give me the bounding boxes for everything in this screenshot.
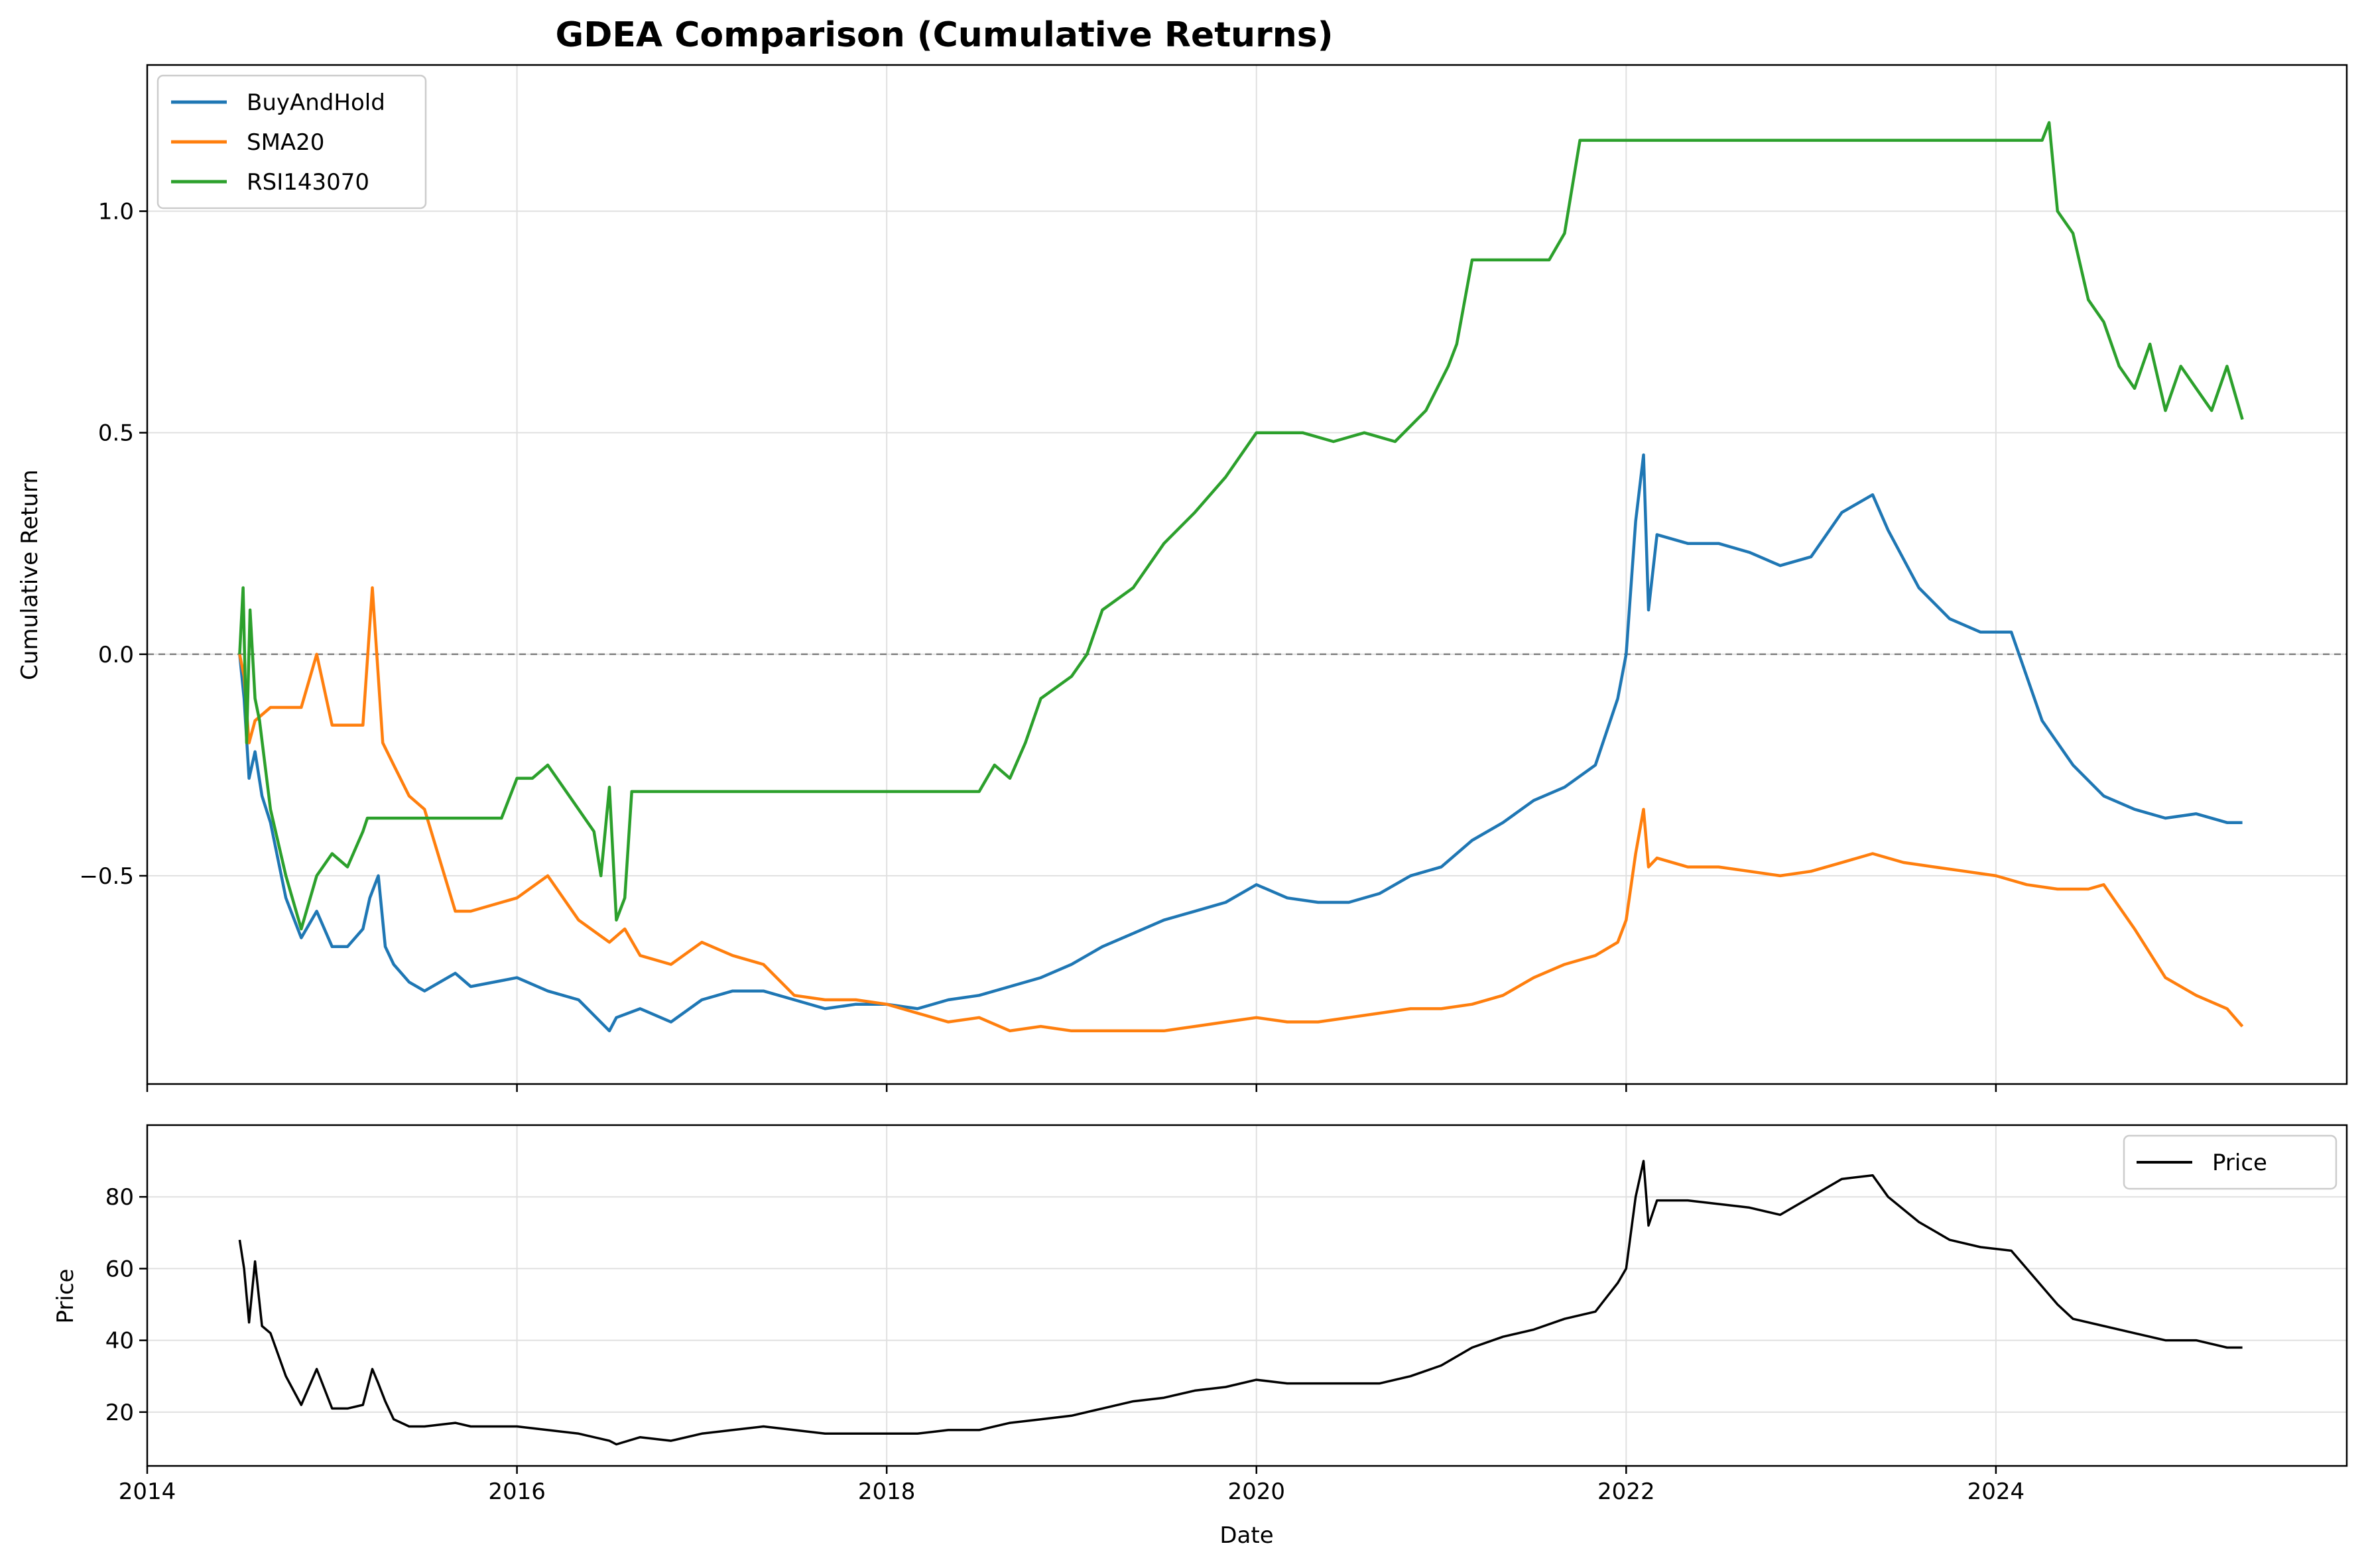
legend-label-rsi143070: RSI143070 bbox=[247, 169, 369, 196]
legend-label-sma20: SMA20 bbox=[247, 129, 324, 156]
series-line-sma20 bbox=[238, 586, 2244, 1033]
price-y-ticks: 20 40 60 80 bbox=[105, 1184, 147, 1426]
y-tick-label: 0.5 bbox=[98, 420, 134, 447]
figure-title: GDEA Comparison (Cumulative Returns) bbox=[556, 15, 1334, 55]
series-line-rsi143070 bbox=[238, 121, 2244, 931]
x-tick-label: 2016 bbox=[488, 1478, 546, 1505]
x-tick-label: 2020 bbox=[1227, 1478, 1285, 1505]
legend-box bbox=[156, 74, 427, 210]
x-axis-label: Date bbox=[1219, 1522, 1273, 1549]
returns-panel: −0.5 0.0 0.5 1.0 Cumulative Return BuyAndHo… bbox=[17, 64, 2348, 1092]
y-tick-label: −0.5 bbox=[79, 863, 134, 890]
price-legend: Price bbox=[2123, 1134, 2337, 1190]
x-tick-label: 2024 bbox=[1967, 1478, 2025, 1505]
legend-label-price: Price bbox=[2212, 1150, 2267, 1176]
x-tick-label: 2014 bbox=[119, 1478, 176, 1505]
legend-box bbox=[2123, 1134, 2337, 1190]
price-y-axis-label: Price bbox=[52, 1269, 79, 1324]
returns-y-ticks: −0.5 0.0 0.5 1.0 bbox=[79, 199, 147, 890]
price-series-layer bbox=[238, 1160, 2243, 1446]
y-tick-label: 20 bbox=[105, 1400, 134, 1426]
y-tick-label: 40 bbox=[105, 1328, 134, 1355]
returns-axes-frame bbox=[146, 64, 2348, 1085]
returns-y-axis-label: Cumulative Return bbox=[17, 469, 43, 680]
price-x-ticks: 2014 2016 2018 2020 2022 2024 bbox=[119, 1466, 2024, 1505]
x-tick-label: 2022 bbox=[1597, 1478, 1655, 1505]
y-tick-label: 60 bbox=[105, 1256, 134, 1282]
legend-label-buyandhold: BuyAndHold bbox=[247, 90, 385, 116]
returns-series-layer bbox=[238, 121, 2244, 1033]
returns-legend: BuyAndHold SMA20 RSI143070 bbox=[156, 74, 427, 210]
y-tick-label: 80 bbox=[105, 1184, 134, 1211]
series-line-buyandhold bbox=[238, 453, 2243, 1033]
y-tick-label: 1.0 bbox=[98, 199, 134, 225]
x-tick-label: 2018 bbox=[858, 1478, 916, 1505]
returns-x-ticks bbox=[146, 1084, 1997, 1092]
price-axes-frame bbox=[146, 1124, 2348, 1467]
returns-grid bbox=[147, 65, 2347, 1084]
price-grid bbox=[147, 1125, 2347, 1466]
series-line-price bbox=[238, 1160, 2243, 1446]
y-tick-label: 0.0 bbox=[98, 642, 134, 668]
